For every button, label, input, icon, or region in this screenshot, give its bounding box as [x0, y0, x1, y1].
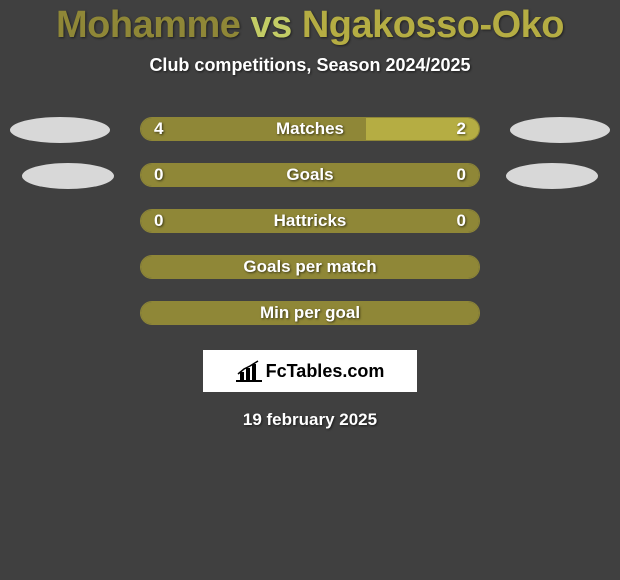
page-title: Mohamme vs Ngakosso-Oko [0, 4, 620, 47]
logo-box[interactable]: FcTables.com [203, 350, 417, 392]
comparison-card: Mohamme vs Ngakosso-Oko Club competition… [0, 0, 620, 430]
stat-bar-left [141, 118, 366, 140]
stat-value-left: 0 [154, 209, 163, 233]
stat-bar [140, 163, 480, 187]
stat-row: Goals per match [0, 244, 620, 290]
stat-value-left: 4 [154, 117, 163, 141]
player1-name: Mohamme [56, 4, 240, 46]
chart-icon [236, 360, 262, 382]
stat-bar [140, 209, 480, 233]
stat-bar [140, 117, 480, 141]
logo-text: FcTables.com [266, 361, 385, 382]
stat-value-right: 0 [457, 209, 466, 233]
stat-row: Goals00 [0, 152, 620, 198]
vs-text: vs [250, 4, 291, 46]
stats-area: Matches42Goals00Hattricks00Goals per mat… [0, 106, 620, 336]
date-line: 19 february 2025 [0, 410, 620, 430]
subtitle: Club competitions, Season 2024/2025 [0, 55, 620, 76]
stat-bar-left [141, 164, 479, 186]
stat-row: Hattricks00 [0, 198, 620, 244]
player2-name: Ngakosso-Oko [302, 4, 564, 46]
stat-bar-left [141, 210, 479, 232]
stat-value-right: 2 [457, 117, 466, 141]
stat-value-right: 0 [457, 163, 466, 187]
stat-value-left: 0 [154, 163, 163, 187]
stat-bar-left [141, 302, 479, 324]
stat-row: Min per goal [0, 290, 620, 336]
stat-bar [140, 255, 480, 279]
stat-bar-left [141, 256, 479, 278]
stat-bar [140, 301, 480, 325]
logo: FcTables.com [236, 360, 385, 382]
stat-row: Matches42 [0, 106, 620, 152]
